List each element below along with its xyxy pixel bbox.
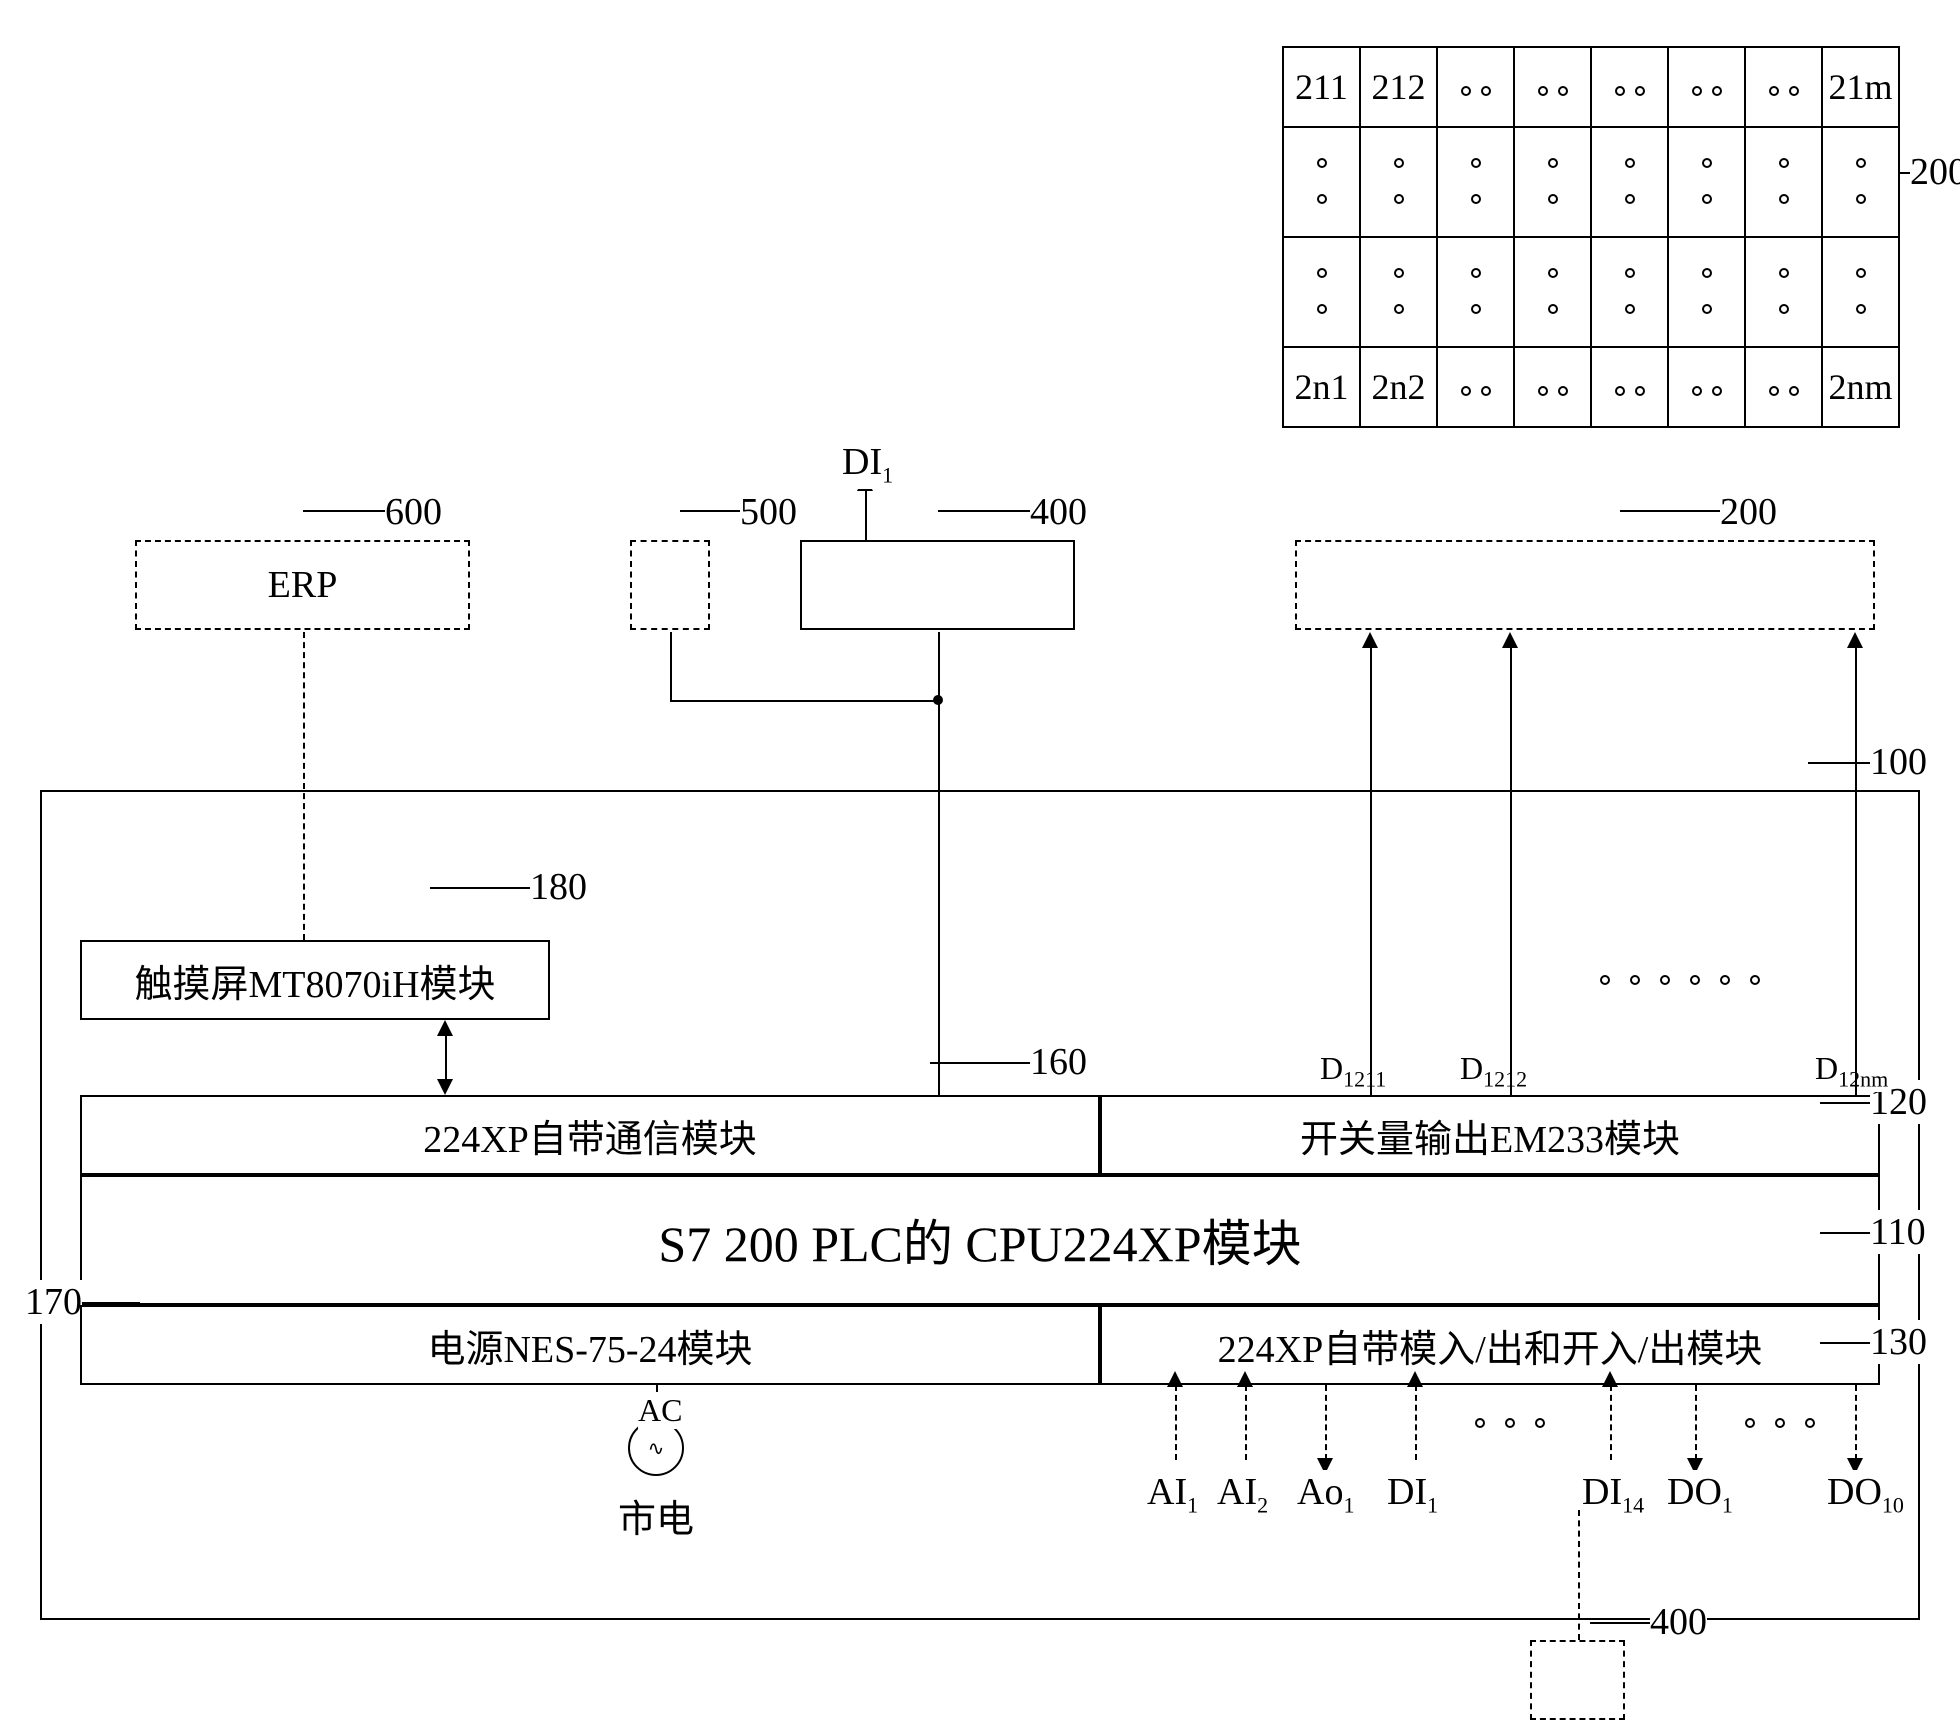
matrix-200: 21121221m2n12n22nm bbox=[1282, 46, 1900, 428]
box-b500 bbox=[630, 540, 710, 630]
cpu224xp: S7 200 PLC的 CPU224XP模块 bbox=[80, 1175, 1880, 1305]
box-erp: ERP bbox=[135, 540, 470, 630]
box-b400 bbox=[800, 540, 1075, 630]
io-224xp: 224XP自带模入/出和开入/出模块 bbox=[1100, 1305, 1880, 1385]
box-b200 bbox=[1295, 540, 1875, 630]
psu-nes7524: 电源NES-75-24模块 bbox=[80, 1305, 1100, 1385]
comm-224xp: 224XP自带通信模块 bbox=[80, 1095, 1100, 1175]
box-400-bottom bbox=[1530, 1640, 1625, 1720]
mt8070ih: 触摸屏MT8070iH模块 bbox=[80, 940, 550, 1020]
em233: 开关量输出EM233模块 bbox=[1100, 1095, 1880, 1175]
diagram-canvas: 21121221m2n12n22nm200600500400200ERPDI11… bbox=[0, 0, 1960, 1735]
